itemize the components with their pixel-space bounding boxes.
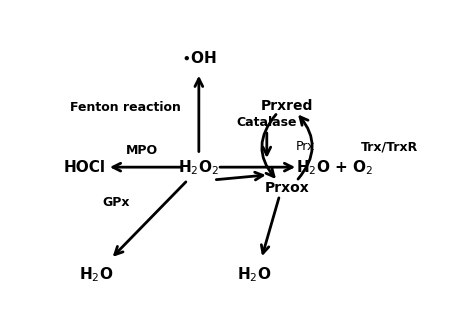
Text: Prxred: Prxred xyxy=(261,99,313,113)
Text: Prxox: Prxox xyxy=(264,180,310,195)
Text: $\bullet$OH: $\bullet$OH xyxy=(181,50,217,66)
Text: H$_2$O: H$_2$O xyxy=(79,265,113,284)
Text: H$_2$O$_2$: H$_2$O$_2$ xyxy=(178,158,219,176)
Text: Fenton reaction: Fenton reaction xyxy=(70,101,181,114)
Text: Prx: Prx xyxy=(296,140,315,153)
Text: Trx/TrxR: Trx/TrxR xyxy=(361,140,419,153)
Text: H$_2$O + O$_2$: H$_2$O + O$_2$ xyxy=(296,158,374,176)
Text: MPO: MPO xyxy=(126,144,158,157)
Text: HOCl: HOCl xyxy=(64,160,106,175)
Text: Catalase: Catalase xyxy=(237,116,297,129)
Text: GPx: GPx xyxy=(102,196,130,209)
Text: H$_2$O: H$_2$O xyxy=(237,265,271,284)
